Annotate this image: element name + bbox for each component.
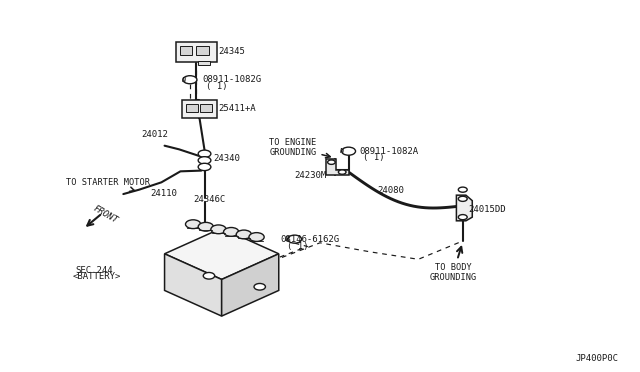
Bar [175, 42, 217, 62]
Circle shape [328, 160, 335, 164]
Text: 08911-1082A: 08911-1082A [359, 147, 419, 156]
Text: 08146-6162G: 08146-6162G [281, 235, 340, 244]
Text: 08911-1082G: 08911-1082G [203, 75, 262, 84]
Text: <BATTERY>: <BATTERY> [72, 272, 121, 281]
Polygon shape [456, 195, 472, 221]
Bar [196, 46, 209, 55]
Circle shape [198, 157, 211, 164]
Circle shape [198, 222, 213, 231]
Circle shape [183, 76, 197, 84]
Circle shape [198, 163, 211, 171]
Polygon shape [326, 158, 349, 175]
Circle shape [339, 170, 346, 174]
Text: ( 1): ( 1) [206, 82, 227, 91]
Polygon shape [164, 254, 221, 316]
Text: 24110: 24110 [150, 189, 177, 198]
Circle shape [342, 147, 356, 155]
Text: 25411+A: 25411+A [218, 104, 256, 113]
Circle shape [458, 196, 467, 201]
Circle shape [458, 187, 467, 192]
Text: TO ENGINE
GROUNDING: TO ENGINE GROUNDING [269, 138, 330, 158]
Text: 24015DD: 24015DD [468, 205, 506, 214]
Text: 24012: 24012 [141, 130, 168, 139]
Text: ( 1): ( 1) [363, 153, 385, 162]
Text: 24080: 24080 [377, 186, 404, 195]
Text: JP400P0C: JP400P0C [575, 354, 618, 363]
Text: 24346C: 24346C [193, 195, 225, 205]
Bar [198, 61, 210, 65]
Circle shape [249, 232, 264, 241]
Text: FRONT: FRONT [92, 203, 120, 225]
Text: TO STARTER MOTOR: TO STARTER MOTOR [66, 178, 150, 191]
Text: TO BODY
GROUNDING: TO BODY GROUNDING [429, 247, 477, 282]
Polygon shape [221, 254, 279, 316]
Bar [180, 46, 193, 55]
Circle shape [223, 228, 239, 236]
Text: B: B [285, 236, 289, 242]
Circle shape [236, 230, 252, 239]
Circle shape [254, 283, 266, 290]
Circle shape [211, 225, 226, 234]
Text: 24345: 24345 [218, 46, 245, 56]
Text: 24230M: 24230M [294, 170, 327, 180]
Bar [200, 103, 211, 112]
Circle shape [287, 235, 301, 243]
Bar [186, 103, 198, 112]
Text: N: N [339, 148, 344, 154]
Text: 24340: 24340 [213, 154, 240, 163]
Text: SEC.244: SEC.244 [76, 266, 113, 275]
Polygon shape [164, 228, 279, 279]
Circle shape [204, 272, 214, 279]
Circle shape [198, 150, 211, 157]
Circle shape [186, 220, 201, 229]
Circle shape [458, 215, 467, 220]
Text: N: N [180, 77, 185, 83]
Bar [182, 100, 217, 118]
Text: ( 1): ( 1) [287, 241, 308, 251]
